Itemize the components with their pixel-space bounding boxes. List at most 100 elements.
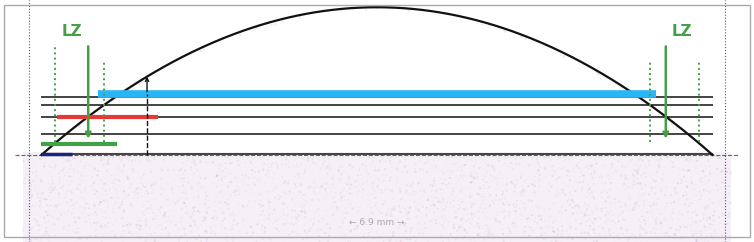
Point [396, 210, 408, 214]
Point [271, 227, 284, 231]
Point [399, 165, 411, 168]
Point [111, 192, 123, 196]
Point [599, 230, 611, 234]
Point [212, 171, 224, 175]
Point [201, 240, 213, 242]
Point [285, 222, 297, 226]
Point [491, 219, 503, 223]
Point [77, 212, 89, 216]
Point [627, 206, 639, 210]
Point [254, 205, 266, 209]
Point [31, 157, 43, 160]
Point [563, 158, 575, 161]
Point [565, 215, 577, 219]
Point [57, 185, 69, 189]
Point [689, 210, 701, 214]
Point [377, 179, 389, 183]
Point [216, 175, 228, 179]
Point [23, 181, 35, 184]
Point [623, 161, 635, 165]
Point [498, 161, 510, 165]
Point [394, 239, 406, 242]
Point [567, 166, 579, 170]
Point [579, 223, 591, 227]
Point [699, 239, 711, 242]
Point [209, 209, 221, 213]
Point [615, 86, 627, 90]
Point [649, 198, 661, 202]
Point [92, 220, 104, 224]
Point [486, 233, 498, 237]
Point [559, 208, 572, 212]
Point [90, 234, 102, 238]
Point [633, 181, 645, 185]
Point [397, 197, 409, 200]
Point [547, 174, 559, 178]
Point [500, 156, 512, 160]
Point [405, 229, 417, 233]
Point [144, 226, 156, 230]
Point [182, 211, 194, 215]
Point [681, 169, 693, 173]
Point [62, 209, 74, 213]
Point [639, 218, 651, 222]
Point [40, 230, 52, 234]
Point [216, 235, 228, 239]
Point [536, 214, 548, 218]
Point [645, 186, 657, 189]
Point [262, 189, 274, 193]
Point [192, 182, 204, 185]
Point [507, 224, 520, 228]
Point [566, 206, 578, 210]
Point [427, 199, 439, 203]
Point [645, 231, 657, 235]
Point [67, 153, 79, 157]
Point [143, 159, 155, 163]
Point [599, 190, 611, 194]
Point [357, 235, 369, 239]
Point [547, 168, 559, 172]
Point [132, 196, 144, 200]
Point [553, 210, 566, 214]
Point [73, 232, 85, 236]
Point [226, 172, 238, 176]
Point [573, 205, 585, 209]
Point [552, 227, 564, 231]
Point [200, 176, 212, 180]
Point [265, 190, 277, 194]
Point [522, 224, 534, 228]
Point [170, 234, 182, 237]
Point [522, 157, 534, 160]
Point [241, 203, 253, 207]
Point [307, 222, 319, 226]
Point [152, 233, 164, 237]
Point [204, 204, 216, 208]
Point [57, 183, 69, 187]
Point [298, 203, 310, 207]
Text: LZ: LZ [61, 24, 82, 39]
Point [224, 164, 236, 168]
Point [685, 181, 697, 185]
Point [135, 229, 147, 233]
Point [60, 200, 72, 204]
Point [716, 234, 728, 238]
Point [90, 221, 103, 225]
Point [36, 235, 48, 239]
Point [238, 217, 250, 220]
Point [620, 177, 632, 181]
Point [649, 185, 661, 189]
Point [627, 208, 639, 212]
Point [173, 239, 185, 242]
Point [535, 218, 547, 222]
Point [695, 193, 707, 197]
Point [526, 156, 538, 160]
Point [572, 203, 584, 207]
Point [421, 214, 433, 218]
Point [599, 233, 611, 237]
Point [714, 199, 726, 203]
Point [140, 219, 152, 222]
Point [510, 157, 522, 161]
Point [639, 165, 651, 169]
Point [464, 158, 476, 162]
Point [720, 196, 732, 200]
